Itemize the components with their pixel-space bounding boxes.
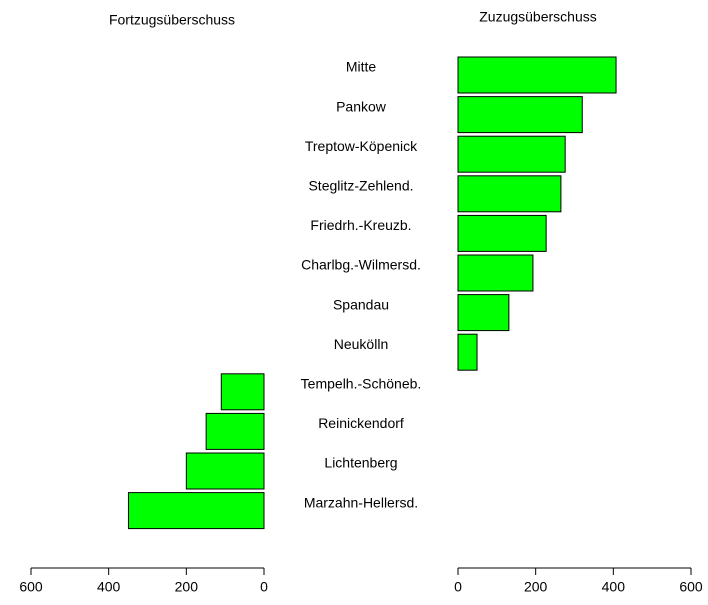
category-label: Steglitz-Zehlend. [308, 178, 413, 194]
bar [457, 135, 566, 173]
x-tick-label: 0 [260, 579, 268, 595]
x-tick-label: 400 [602, 579, 626, 595]
category-label: Pankow [336, 98, 387, 114]
bar [457, 175, 562, 213]
x-tick-label: 200 [175, 579, 199, 595]
panel-title: Fortzugsüberschuss [109, 12, 235, 28]
x-tick-label: 600 [19, 579, 43, 595]
x-tick-label: 0 [454, 579, 462, 595]
category-label: Neukölln [334, 336, 388, 352]
bar [220, 373, 265, 411]
x-tick-label: 600 [679, 579, 703, 595]
bar [457, 214, 547, 252]
category-label: Marzahn-Hellersd. [304, 494, 418, 510]
category-label: Reinickendorf [318, 415, 404, 431]
bar [127, 492, 265, 530]
x-tick-label: 200 [524, 579, 548, 595]
bar [185, 452, 265, 490]
bar [457, 254, 534, 292]
category-label: Friedrh.-Kreuzb. [310, 217, 411, 233]
bar [457, 56, 617, 94]
category-label: Charlbg.-Wilmersd. [301, 257, 421, 273]
x-tick-label: 400 [97, 579, 121, 595]
category-label: Treptow-Köpenick [305, 138, 418, 154]
category-label: Tempelh.-Schöneb. [301, 376, 422, 392]
panel-title: Zuzugsüberschuss [479, 9, 597, 25]
category-label: Spandau [333, 296, 389, 312]
bar [457, 294, 510, 332]
category-label: Mitte [346, 59, 377, 75]
bar [457, 96, 583, 134]
bar [205, 412, 265, 450]
bar [457, 333, 478, 371]
category-label: Lichtenberg [324, 455, 397, 471]
